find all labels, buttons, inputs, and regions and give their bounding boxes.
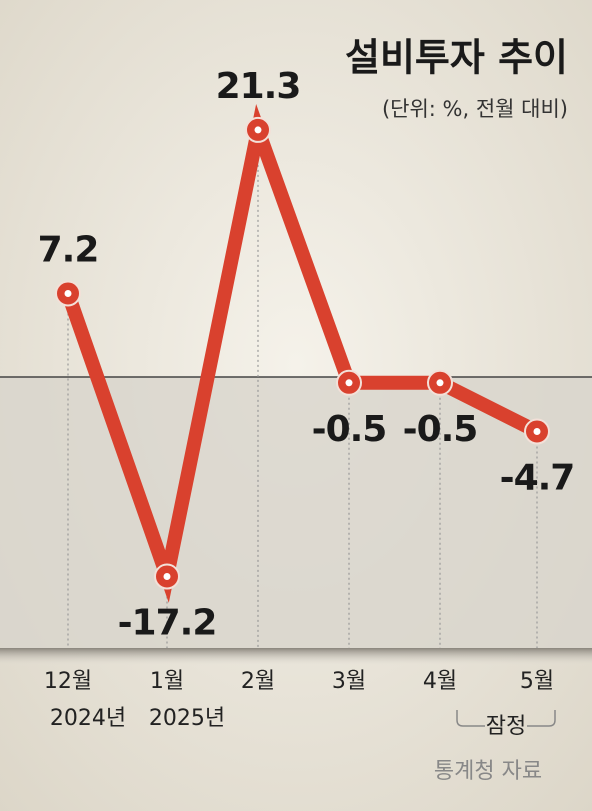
value-label: -0.5 <box>312 409 387 450</box>
value-label: -0.5 <box>403 409 478 450</box>
x-tick-sublabel: 2025년 <box>149 706 225 731</box>
source: 통계청 자료 <box>434 759 542 784</box>
chart-title: 설비투자 추이 <box>345 36 568 80</box>
value-label: -4.7 <box>500 458 575 499</box>
data-point-center <box>64 289 72 297</box>
x-tick-sublabel: 2024년 <box>50 706 126 731</box>
value-label: 21.3 <box>216 66 301 107</box>
negative-area <box>0 377 592 649</box>
plot: 7.2 -17.2 21.3 -0.5 -0.5 -4.7 12월 2024년 1월 2025년 2… <box>38 66 576 731</box>
data-point-center <box>345 379 353 387</box>
x-tick-label: 4월 <box>423 669 457 694</box>
x-tick-label: 3월 <box>332 669 366 694</box>
data-point-center <box>254 126 262 134</box>
data-point-center <box>163 573 171 581</box>
value-label: 7.2 <box>38 229 99 270</box>
x-tick-label: 5월 <box>520 669 554 694</box>
chart-subtitle: (단위: %, 전월 대비) <box>382 97 568 121</box>
data-line <box>61 104 541 603</box>
x-tick-label: 2월 <box>241 669 275 694</box>
annotation: 잠정 <box>486 714 526 739</box>
value-label: -17.2 <box>118 603 217 644</box>
data-point-center <box>436 379 444 387</box>
annotation-bracket <box>456 710 556 727</box>
data-point-center <box>533 428 541 436</box>
x-tick-label: 12월 <box>44 669 92 694</box>
floor-band <box>0 648 592 666</box>
x-tick-label: 1월 <box>150 669 184 694</box>
